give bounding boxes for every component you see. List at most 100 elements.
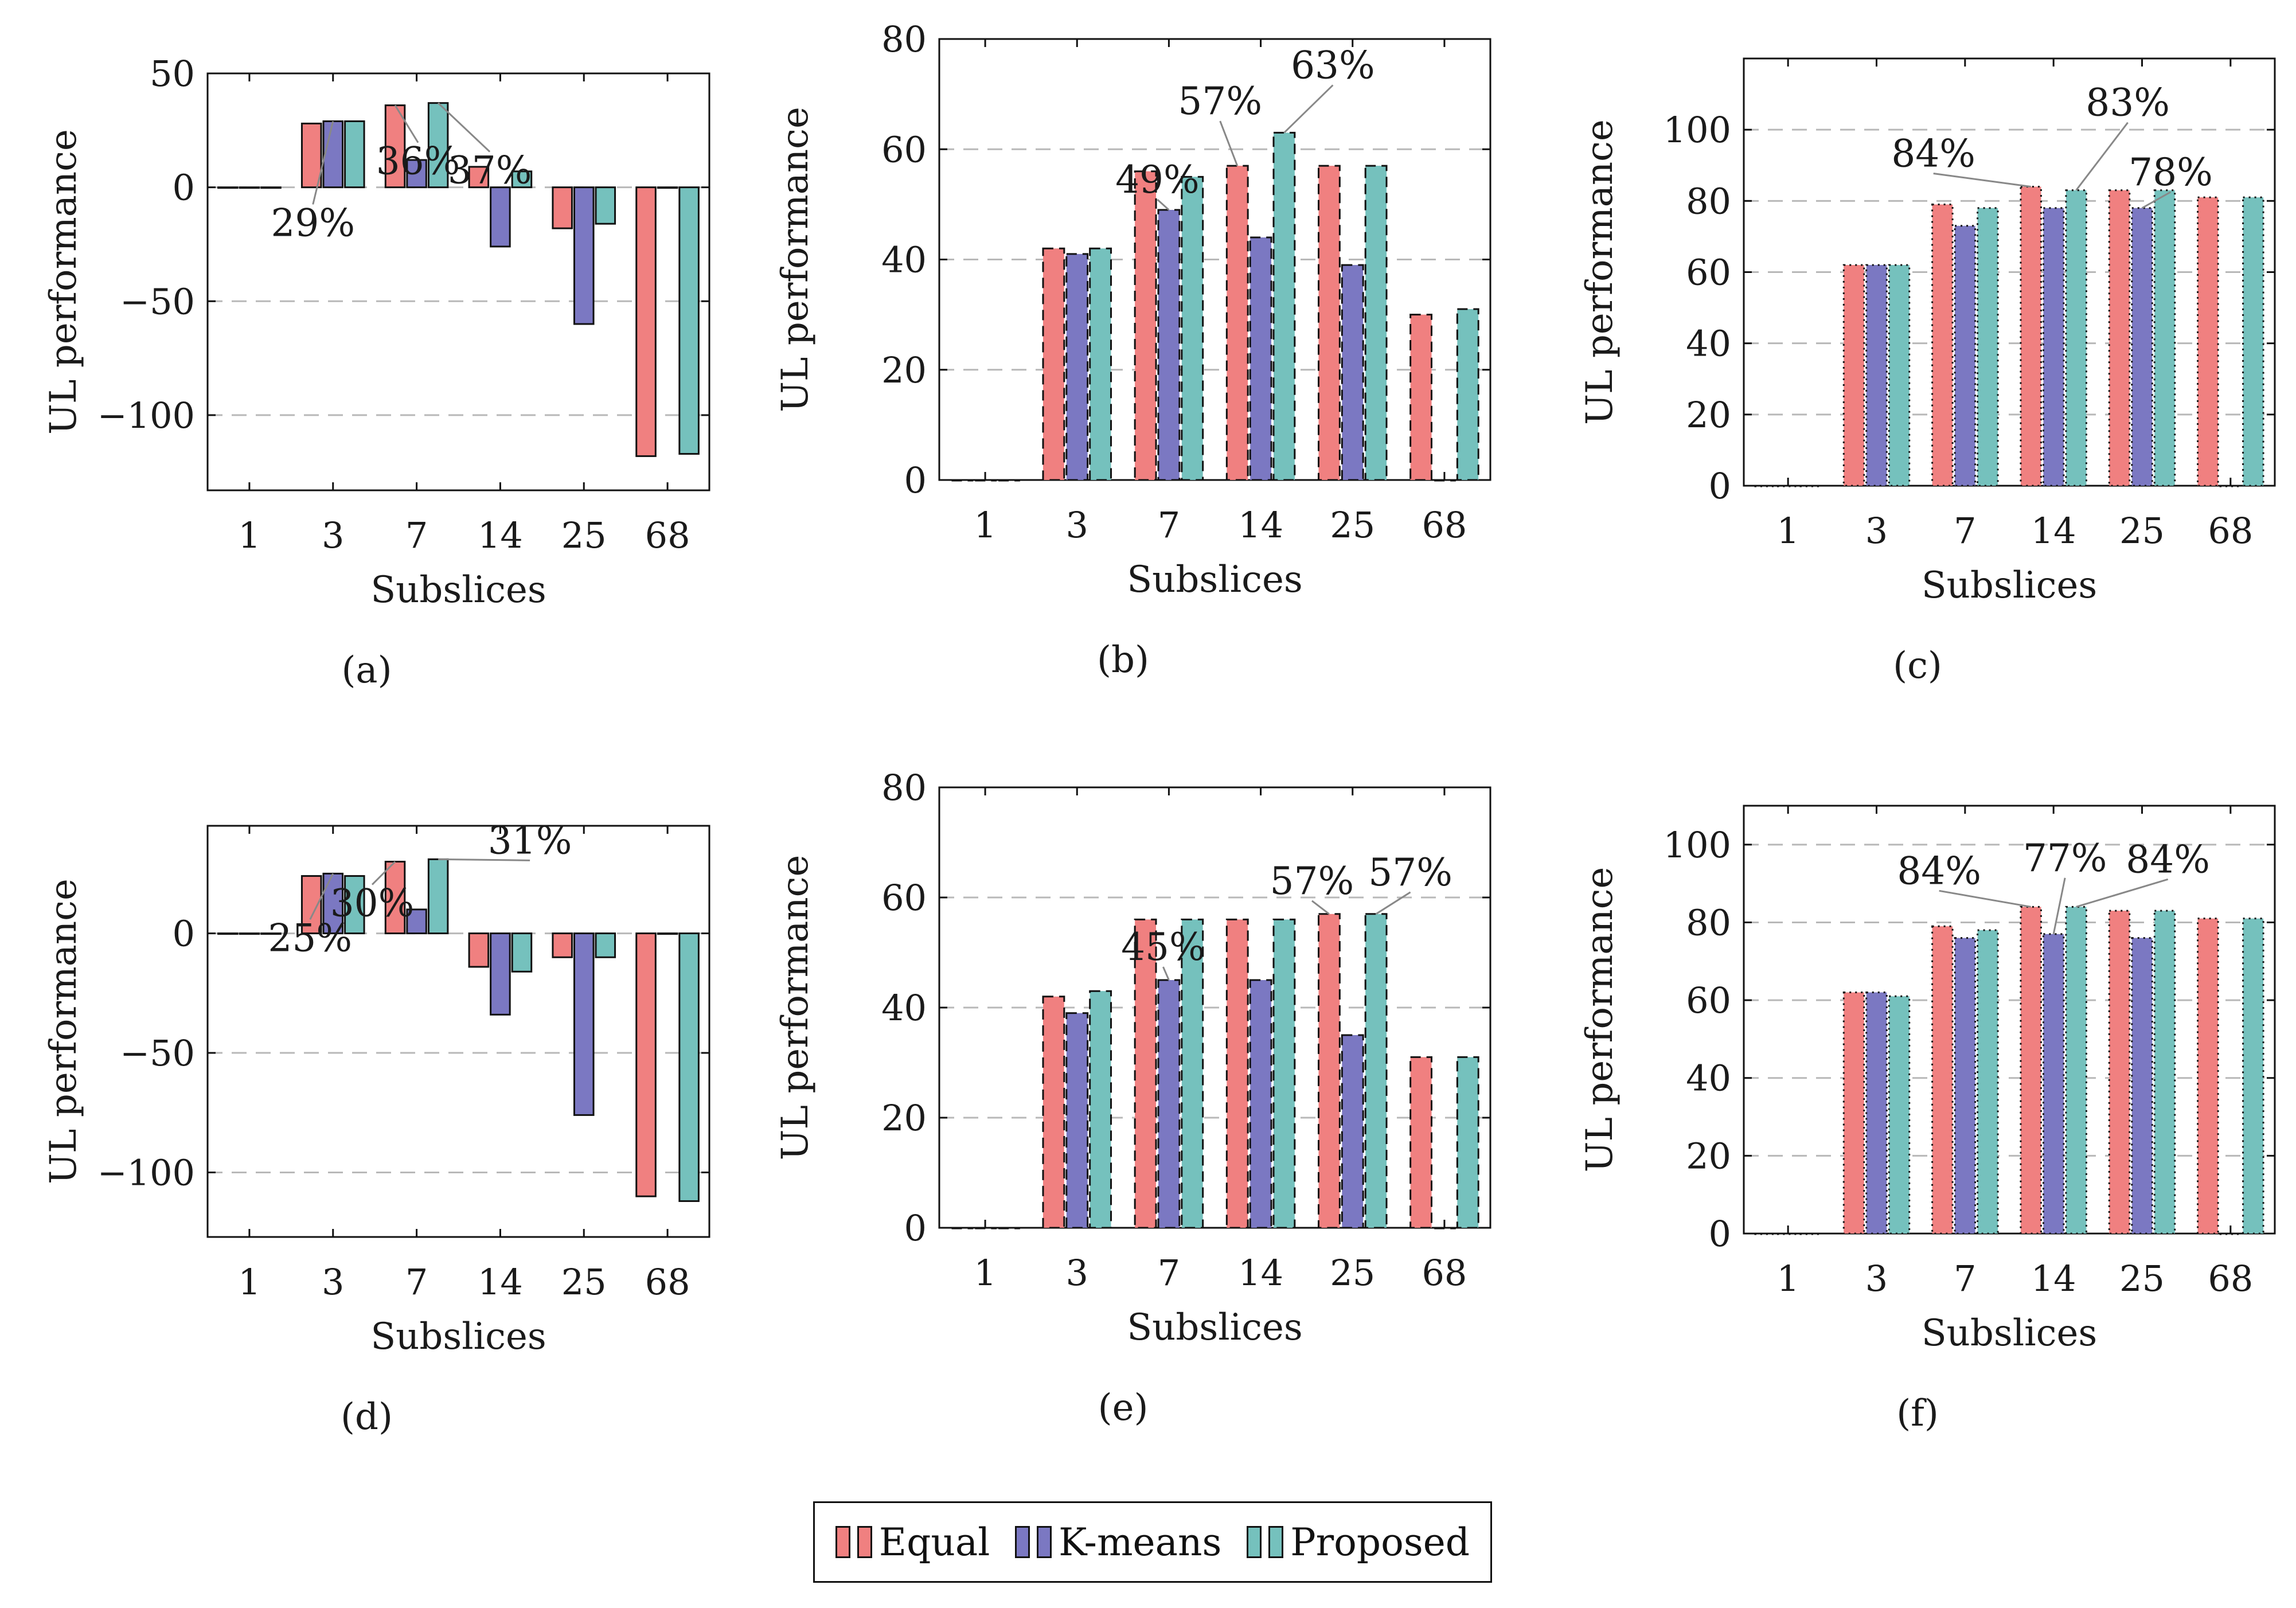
y-tick-label: 50 [150, 53, 195, 95]
annotation-label: 45% [1121, 925, 1205, 969]
bar-equal-25 [2108, 189, 2131, 487]
bar-proposed-68 [1456, 308, 1479, 481]
annotation-leader [1375, 891, 1411, 915]
x-tick-label: 25 [2119, 510, 2165, 552]
y-tick-label: 40 [1686, 323, 1731, 365]
annotation-leader [371, 861, 396, 885]
bar-equal-68 [2197, 196, 2219, 487]
x-tick-label: 1 [238, 514, 260, 556]
bar-equal-25 [1317, 913, 1341, 1229]
annotation-label: 84% [2126, 837, 2210, 881]
y-tick-label: 0 [1709, 465, 1731, 507]
bar-kmeans-25 [1341, 1034, 1364, 1229]
bar-equal-7 [1931, 925, 1954, 1235]
bar-kmeans-7 [1954, 225, 1977, 487]
axis-frame [1743, 805, 2276, 1235]
x-tick-label: 25 [1330, 1252, 1375, 1294]
bar-kmeans-14 [2042, 933, 2065, 1235]
x-tick-label: 7 [1954, 510, 1976, 552]
x-tick-label: 25 [561, 514, 607, 556]
bar-equal-14 [1225, 918, 1249, 1229]
annotation-leader [2141, 191, 2172, 209]
y-tick-label: −100 [97, 1152, 195, 1193]
x-tick-label: 3 [1066, 504, 1088, 546]
y-tick-label: 20 [881, 349, 927, 391]
bar-kmeans-7 [406, 159, 427, 189]
legend-label-kmeans: K-means [1059, 1520, 1222, 1564]
legend-swatch-kmeans [1015, 1526, 1030, 1558]
bar-equal-3 [1842, 992, 1865, 1235]
chart-caption: (a) [341, 649, 392, 692]
bar-kmeans-14 [490, 932, 511, 1016]
annotation-leader [2076, 878, 2169, 908]
x-tick-label: 7 [1954, 1258, 1976, 1299]
bar-equal-68 [1409, 1056, 1432, 1229]
chart-f: 0 20 40 60 80 100 1 3 7 14 25 68 84% 77% 84% Subslices U… [1579, 805, 2276, 1435]
y-axis-label: UL performance [774, 107, 817, 412]
annotation-label: 78% [2129, 150, 2213, 194]
y-tick-label: 0 [173, 167, 195, 209]
annotation-leader [309, 873, 334, 920]
x-tick-label: 25 [2119, 1258, 2165, 1299]
x-tick-label: 14 [1238, 1252, 1283, 1294]
annotation-leader [1219, 120, 1239, 166]
bar-equal-7 [1134, 170, 1157, 481]
annotation-label: 63% [1291, 43, 1375, 87]
x-tick-label: 68 [1422, 504, 1467, 546]
annotation-leader [312, 121, 334, 205]
bar-kmeans-7 [1157, 979, 1181, 1229]
bar-proposed-3 [1089, 247, 1112, 481]
x-tick-label: 3 [1865, 510, 1888, 552]
x-tick-label: 7 [1158, 504, 1180, 546]
y-tick-label: 80 [881, 767, 927, 809]
bar-equal-14 [1225, 165, 1249, 481]
bar-proposed-7 [1977, 207, 1999, 487]
annotation-label: 37% [448, 149, 532, 193]
y-axis-label: UL performance [774, 855, 817, 1161]
annotation-label: 84% [1897, 849, 1981, 893]
bar-proposed-68 [678, 932, 700, 1202]
bar-kmeans-14 [2042, 207, 2065, 487]
legend-swatch-equal-2 [857, 1526, 872, 1558]
annotation-label: 57% [1368, 850, 1452, 895]
bar-equal-1 [950, 479, 974, 482]
bar-equal-7 [384, 104, 406, 189]
x-tick-label: 3 [1865, 1258, 1888, 1299]
y-tick-label: 80 [1686, 180, 1731, 222]
bar-proposed-7 [1977, 929, 1999, 1235]
x-axis-label: Subslices [1127, 1306, 1302, 1349]
annotation-leader [2052, 877, 2066, 935]
bar-kmeans-1 [974, 479, 997, 482]
annotation-label: 29% [271, 201, 355, 245]
y-tick-label: 0 [173, 913, 195, 955]
bar-equal-25 [552, 932, 573, 958]
annotation-leader [1283, 84, 1334, 134]
bar-kmeans-3 [1865, 264, 1888, 487]
bar-equal-14 [2020, 906, 2042, 1235]
x-axis-label: Subslices [370, 569, 546, 611]
bar-kmeans-14 [490, 186, 511, 248]
bar-proposed-14 [2065, 189, 2087, 487]
bar-equal-68 [635, 186, 657, 457]
y-tick-label: 40 [881, 987, 927, 1029]
y-tick-label: 40 [881, 239, 927, 281]
legend-swatch-proposed-2 [1268, 1526, 1284, 1558]
x-tick-label: 68 [1422, 1252, 1467, 1294]
y-tick-label: 20 [881, 1097, 927, 1139]
bar-kmeans-25 [2131, 207, 2153, 487]
bar-proposed-7 [427, 858, 449, 935]
legend-swatch-equal [835, 1526, 850, 1558]
chart-d: 0 −50 −100 1 3 7 14 25 68 25%30% 31% Subslices UL pe… [42, 818, 710, 1438]
x-axis-label: Subslices [370, 1316, 546, 1358]
bar-proposed-68 [2242, 918, 2264, 1235]
chart-a: 50 0 −50 −100 1 3 7 14 25 68 29% 36%37% Subslices UL … [42, 53, 710, 692]
bar-proposed-14 [2065, 906, 2087, 1235]
x-tick-label: 1 [974, 1252, 996, 1294]
bar-equal-3 [300, 122, 322, 189]
legend-label-proposed: Proposed [1290, 1520, 1470, 1564]
x-tick-label: 1 [1776, 1258, 1799, 1299]
x-tick-label: 3 [322, 514, 344, 556]
y-axis-label: UL performance [42, 879, 85, 1184]
bar-proposed-7 [1181, 175, 1204, 481]
